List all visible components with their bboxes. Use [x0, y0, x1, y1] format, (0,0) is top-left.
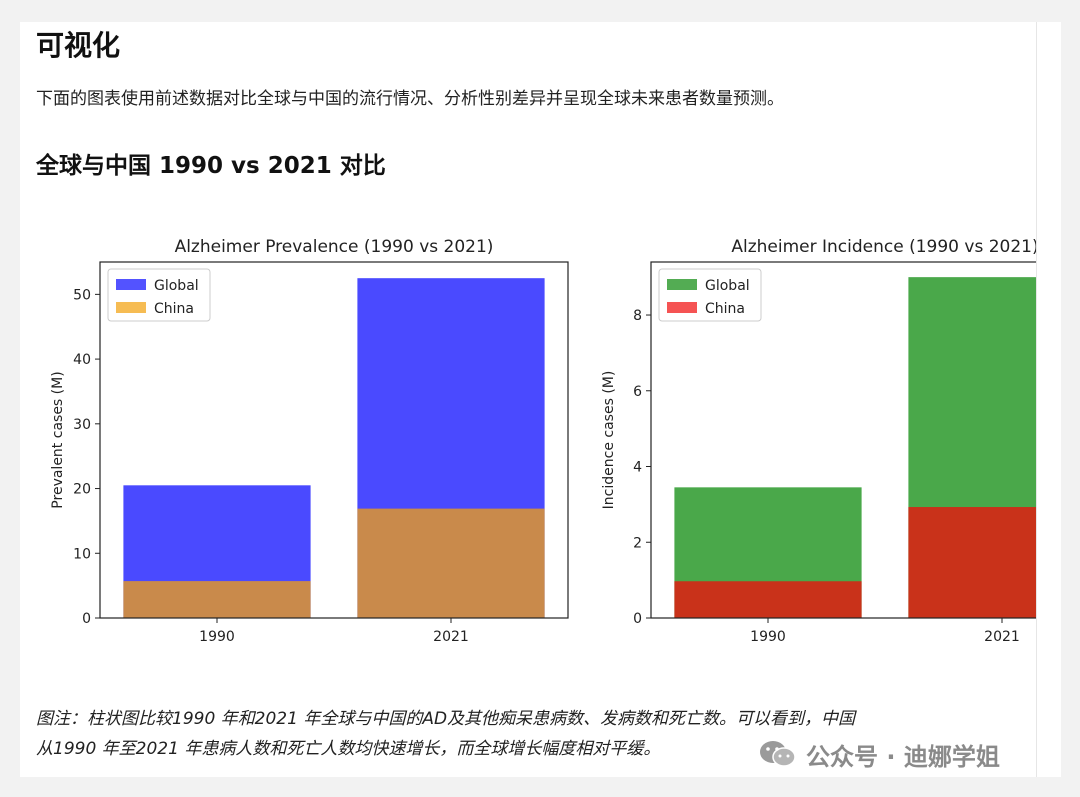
wechat-icon [760, 741, 796, 767]
legend-swatch-china [667, 302, 697, 313]
section-description: 下面的图表使用前述数据对比全球与中国的流行情况、分析性别差异并呈现全球未来患者数… [36, 89, 784, 109]
comparison-subtitle: 全球与中国 1990 vs 2021 对比 [36, 153, 386, 179]
bar-china-1990 [674, 581, 862, 618]
chart-title: Alzheimer Prevalence (1990 vs 2021) [175, 237, 494, 257]
x-tick-label: 2021 [433, 629, 469, 645]
caption-line-2: 从1990 年至2021 年患病人数和死亡人数均快速增长，而全球增长幅度相对平缓… [36, 739, 661, 759]
legend-label-china: China [154, 301, 194, 317]
y-tick-label: 0 [82, 611, 91, 627]
plot-frame [650, 261, 1036, 619]
bar-china-1990 [123, 581, 311, 618]
watermark-text: 公众号 · 迪娜学姐 [806, 742, 1000, 771]
section-title: 可视化 [36, 29, 121, 62]
x-tick-label: 1990 [199, 629, 235, 645]
chart-title: Alzheimer Incidence (1990 vs 2021) [731, 237, 1036, 257]
y-tick-label: 30 [73, 417, 91, 433]
y-axis-label: Prevalent cases (M) [50, 371, 66, 508]
y-tick-label: 4 [633, 460, 642, 476]
y-tick-label: 40 [73, 352, 91, 368]
legend-swatch-global [116, 279, 146, 290]
bar-china-2021 [908, 507, 1036, 618]
y-axis-label: Incidence cases (M) [601, 371, 617, 510]
y-tick-label: 8 [633, 308, 642, 324]
watermark: 公众号 · 迪娜学姐 [758, 737, 1000, 771]
y-tick-label: 50 [73, 287, 91, 303]
chart-panel-2: Alzheimer Incidence (1990 vs 2021) 0 2 4 6 8 1… [601, 237, 1036, 645]
y-tick-label: 10 [73, 546, 91, 562]
legend-label-global: Global [154, 278, 199, 294]
legend-label-global: Global [705, 278, 750, 294]
chart-figure: Alzheimer Prevalence (1990 vs 2021) 0 10 20… [20, 222, 1036, 662]
figure-caption: 图注：柱状图比较1990 年和2021 年全球与中国的AD及其他痴呆患病数、发病… [36, 704, 1026, 764]
x-tick-label: 1990 [750, 629, 786, 645]
legend-swatch-china [116, 302, 146, 313]
bar-china-2021 [357, 508, 545, 618]
y-tick-label: 20 [73, 482, 91, 498]
plot-frame [99, 261, 569, 619]
chart-panel-1: Alzheimer Prevalence (1990 vs 2021) 0 10 20… [50, 237, 569, 645]
scrollbar-track[interactable] [1036, 22, 1061, 777]
caption-line-1: 图注：柱状图比较1990 年和2021 年全球与中国的AD及其他痴呆患病数、发病… [36, 709, 856, 729]
legend-label-china: China [705, 301, 745, 317]
y-tick-label: 0 [633, 611, 642, 627]
x-tick-label: 2021 [984, 629, 1020, 645]
y-tick-label: 2 [633, 535, 642, 551]
legend-swatch-global [667, 279, 697, 290]
y-tick-label: 6 [633, 384, 642, 400]
chart-svg: Alzheimer Prevalence (1990 vs 2021)01020… [50, 237, 1036, 645]
